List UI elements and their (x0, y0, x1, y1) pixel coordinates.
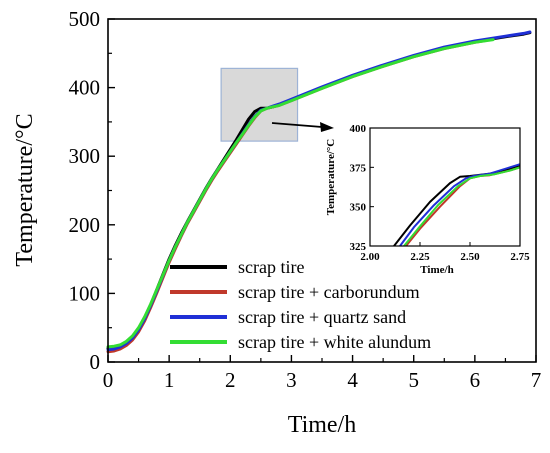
zoom-region-box (220, 67, 299, 142)
series-line-3 (106, 38, 495, 349)
inset-series-line-0 (393, 164, 520, 246)
arrow-head (320, 122, 334, 132)
inset-y-tick-label-1: 350 (350, 202, 367, 214)
x-tick-label-2: 2 (225, 368, 236, 392)
inset-x-tick-label-1: 2.25 (410, 251, 430, 263)
x-tick-label-0: 0 (103, 368, 114, 392)
inset-y-tick-label-2: 375 (350, 162, 367, 174)
arrow-shaft (271, 122, 323, 128)
y-tick-label-4: 400 (69, 76, 101, 100)
inset-x-tick-label-3: 2.75 (510, 251, 530, 263)
x-axis-title: Time/h (288, 412, 356, 438)
x-tick-label-7: 7 (531, 368, 542, 392)
y-tick-label-2: 200 (69, 213, 101, 237)
x-tick-label-3: 3 (286, 368, 297, 392)
x-tick-label-5: 5 (408, 368, 419, 392)
y-tick-label-3: 300 (69, 144, 101, 168)
inset-x-tick-label-2: 2.50 (460, 251, 480, 263)
legend-label-0: scrap tire (238, 257, 304, 277)
zoom-region-layer (220, 67, 299, 142)
x-tick-label-1: 1 (164, 368, 175, 392)
y-tick-label-0: 0 (90, 350, 101, 374)
inset-y-tick-label-0: 325 (350, 241, 367, 253)
inset-chart: 2.00 2.25 2.50 2.75 325 350 375 400 Time/h Temper… (325, 123, 530, 276)
main-axes-layer: 0 1 2 3 4 5 6 7 0 100 200 300 400 500 (69, 7, 542, 392)
inset-y-axis-title: Temperature/°C (325, 139, 337, 216)
inset-series-group (393, 163, 520, 246)
inset-frame (369, 127, 521, 247)
main-series-layer (106, 30, 532, 354)
x-tick-label-6: 6 (470, 368, 481, 392)
inset-x-axis-title: Time/h (420, 264, 453, 276)
inset-y-tick-label-3: 400 (350, 123, 367, 135)
inset-x-tick-label-0: 2.00 (360, 251, 380, 263)
inset-series-line-2 (399, 163, 520, 246)
y-tick-label-1: 100 (69, 281, 101, 305)
y-axis-title: Temperature/°C (12, 113, 38, 266)
legend-label-3: scrap tire + white alundum (238, 332, 431, 352)
legend-label-2: scrap tire + quartz sand (238, 307, 406, 327)
legend-label-1: scrap tire + carborundum (238, 282, 420, 302)
y-tick-label-5: 500 (69, 7, 101, 31)
x-tick-label-4: 4 (347, 368, 358, 392)
zoom-arrow (271, 122, 334, 132)
inset-series-line-3 (403, 166, 520, 246)
legend: scrap tire scrap tire + carborundum scrap … (170, 257, 431, 352)
